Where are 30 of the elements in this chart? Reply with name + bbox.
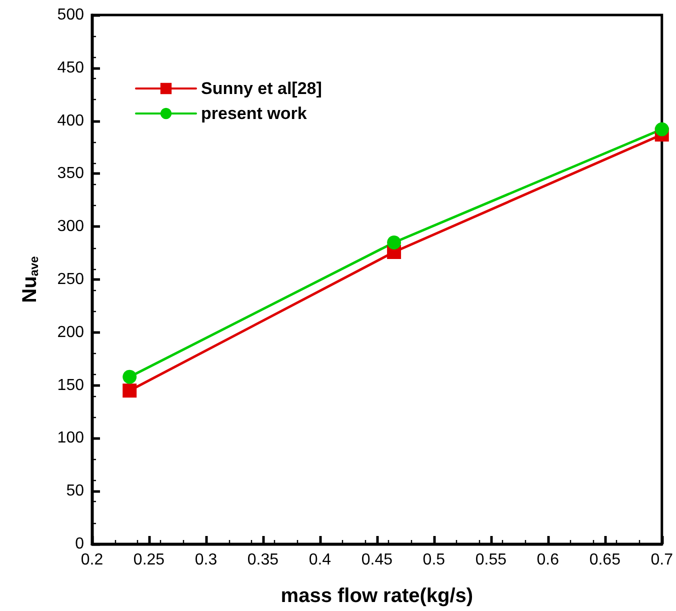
point	[122, 384, 137, 398]
x-tick-label: 0.35	[247, 552, 279, 568]
y-tick-label: 500	[57, 6, 84, 24]
x-tick-label: 0.2	[80, 552, 104, 568]
point	[654, 122, 669, 136]
y-tick-label: 250	[57, 271, 84, 288]
y-tick-label: 350	[57, 165, 84, 182]
y-axis-title: Nuave	[19, 256, 41, 303]
y-tick-label: 150	[57, 376, 84, 394]
x-tick-label: 0.55	[475, 552, 507, 568]
y-tick-label: 200	[57, 324, 84, 341]
x-tick-label: 0.3	[194, 552, 218, 568]
y-tick-label: 450	[57, 59, 84, 76]
point	[387, 235, 402, 250]
x-tick-label: 0.5	[422, 552, 446, 568]
y-tick-label: 400	[57, 112, 84, 130]
legend-label: Sunny et al[28]	[201, 79, 322, 98]
x-tick-label: 0.45	[361, 552, 393, 568]
legend-label: present work	[201, 104, 308, 123]
y-tick-label: 100	[57, 430, 84, 447]
x-tick-label: 0.4	[308, 552, 332, 568]
y-tick-label: 0	[75, 536, 84, 552]
x-tick-label: 0.25	[133, 552, 165, 568]
point	[122, 370, 137, 384]
x-tick-label: 0.65	[589, 552, 621, 568]
x-axis-title: mass flow rate(kg/s)	[280, 585, 474, 607]
x-tick-label: 0.6	[536, 552, 560, 568]
x-tick-label: 0.7	[650, 552, 674, 568]
y-tick-label: 50	[66, 482, 84, 500]
y-tick-label: 300	[57, 218, 84, 236]
